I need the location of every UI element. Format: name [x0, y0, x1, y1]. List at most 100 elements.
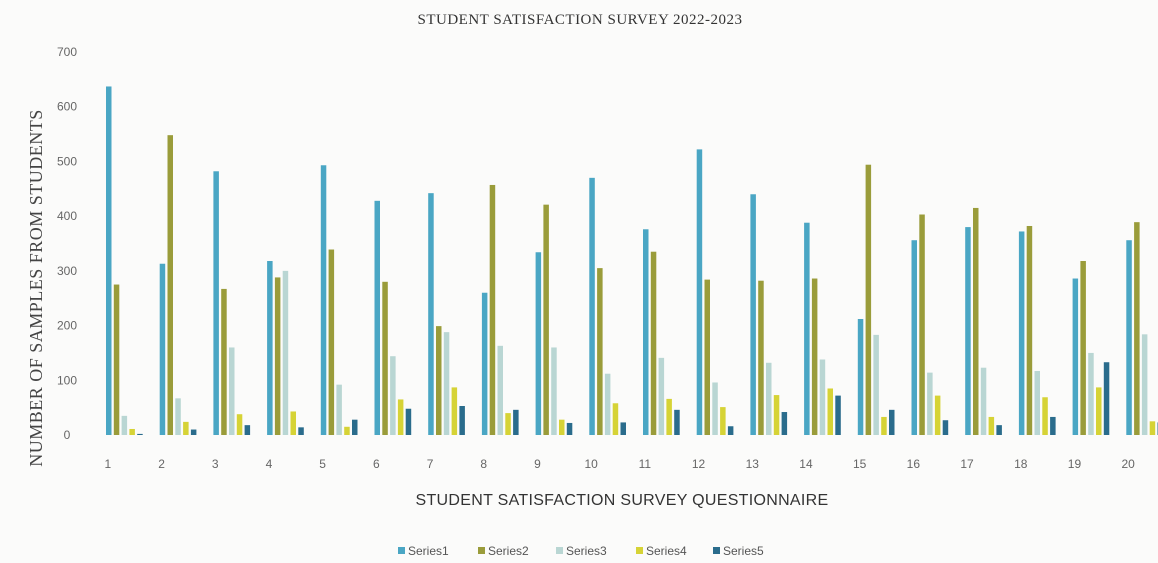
bar-series5-q11 — [674, 409, 680, 435]
bar-series5-q12 — [727, 426, 734, 435]
bar-series3-q1 — [121, 415, 128, 435]
bar-series2-q8 — [489, 184, 496, 435]
chart-title: STUDENT SATISFACTION SURVEY 2022-2023 — [418, 12, 743, 28]
bar-series1-q8 — [481, 292, 488, 435]
bar-series2-q4 — [274, 277, 281, 435]
legend-label-series4: Series4 — [646, 544, 687, 558]
bar-series4-q14 — [827, 388, 833, 435]
bar-series2-q12 — [704, 279, 710, 435]
bar-series4-q7 — [451, 387, 458, 435]
legend-swatch-series1 — [398, 547, 405, 554]
x-tick-label: 7 — [427, 457, 434, 471]
bar-series1-q16 — [911, 240, 917, 435]
legend-swatch-series3 — [556, 547, 563, 554]
bar-series1-q14 — [804, 222, 810, 435]
bar-series1-q10 — [589, 177, 595, 435]
y-tick-label: 500 — [57, 154, 77, 168]
bar-series4-q12 — [720, 407, 726, 435]
x-tick-label: 2 — [158, 457, 165, 471]
bar-series5-q5 — [352, 419, 358, 435]
x-tick-label: 6 — [373, 457, 380, 471]
bar-series5-q19 — [1103, 362, 1110, 435]
y-axis-label: NUMBER OF SAMPLES FROM STUDENTS — [26, 109, 46, 467]
bar-series3-q2 — [175, 398, 181, 435]
bar-series4-q13 — [773, 395, 780, 435]
bar-series4-q10 — [612, 403, 619, 435]
bar-series1-q12 — [696, 149, 703, 435]
bar-series1-q15 — [857, 319, 864, 435]
x-tick-label: 5 — [319, 457, 326, 471]
bar-series3-q5 — [336, 384, 342, 435]
bar-series2-q1 — [113, 284, 120, 435]
bar-series1-q9 — [535, 252, 542, 435]
legend-label-series1: Series1 — [408, 544, 449, 558]
x-tick-label: 14 — [799, 457, 813, 471]
x-tick-label: 13 — [746, 457, 760, 471]
bar-series1-q3 — [213, 171, 219, 435]
bar-series4-q18 — [1042, 397, 1048, 435]
bar-series3-q18 — [1034, 370, 1040, 435]
legend-swatch-series2 — [478, 547, 485, 554]
bar-series4-q1 — [129, 428, 135, 435]
bar-series4-q9 — [559, 419, 565, 435]
x-tick-label: 18 — [1014, 457, 1028, 471]
y-tick-label: 200 — [57, 319, 77, 333]
bar-series2-q9 — [543, 204, 549, 435]
legend-label-series2: Series2 — [488, 544, 529, 558]
x-axis-label: STUDENT SATISFACTION SURVEY QUESTIONNAIR… — [416, 492, 829, 509]
bar-series3-q19 — [1088, 352, 1094, 435]
x-tick-label: 12 — [692, 457, 706, 471]
bar-series2-q14 — [811, 278, 818, 435]
legend-label-series5: Series5 — [723, 544, 764, 558]
bar-series2-q13 — [758, 280, 764, 435]
bar-series5-q13 — [781, 412, 788, 435]
x-tick-label: 9 — [534, 457, 541, 471]
x-tick-label: 20 — [1121, 457, 1135, 471]
bar-series1-q6 — [374, 200, 380, 435]
bar-series2-q17 — [973, 207, 979, 435]
bar-series4-q15 — [881, 416, 887, 435]
bar-series2-q3 — [221, 288, 227, 435]
y-tick-label: 300 — [57, 264, 77, 278]
bar-series1-q5 — [320, 165, 327, 435]
bar-series5-q10 — [620, 422, 626, 435]
bar-series5-q17 — [996, 425, 1002, 435]
bar-series1-q13 — [750, 194, 756, 435]
bar-series4-q19 — [1096, 387, 1102, 435]
bar-series3-q16 — [927, 372, 933, 435]
bars-group — [106, 86, 1158, 436]
bar-series5-q9 — [566, 422, 573, 435]
bar-series3-q7 — [443, 332, 450, 435]
legend-swatch-series4 — [636, 547, 643, 554]
bar-series2-q19 — [1080, 261, 1086, 435]
y-tick-label: 0 — [64, 428, 71, 442]
bar-series4-q16 — [934, 395, 941, 435]
x-tick-label: 4 — [266, 457, 273, 471]
bar-series3-q15 — [873, 334, 879, 435]
legend-swatch-series5 — [713, 547, 720, 554]
bar-series3-q6 — [390, 356, 396, 435]
bar-series3-q3 — [229, 347, 235, 435]
bar-series3-q8 — [497, 345, 503, 435]
bar-series5-q3 — [244, 425, 251, 435]
bar-series5-q7 — [459, 406, 465, 435]
bar-series5-q2 — [190, 429, 197, 435]
bar-series3-q4 — [282, 270, 289, 435]
bar-series5-q16 — [942, 420, 949, 435]
bar-series2-q16 — [919, 214, 925, 435]
bar-series5-q15 — [889, 409, 895, 435]
bar-series4-q20 — [1149, 421, 1156, 435]
bar-series1-q2 — [159, 263, 166, 435]
bar-series1-q20 — [1126, 240, 1132, 435]
bar-series3-q10 — [604, 373, 611, 435]
bar-series5-q8 — [513, 409, 519, 435]
y-tick-label: 700 — [57, 45, 77, 59]
x-tick-label: 19 — [1068, 457, 1082, 471]
bar-series4-q6 — [397, 399, 404, 435]
bar-series2-q20 — [1134, 222, 1140, 435]
bar-series5-q1 — [137, 433, 143, 435]
x-tick-label: 8 — [480, 457, 487, 471]
bar-series4-q8 — [505, 413, 511, 435]
x-tick-label: 15 — [853, 457, 867, 471]
